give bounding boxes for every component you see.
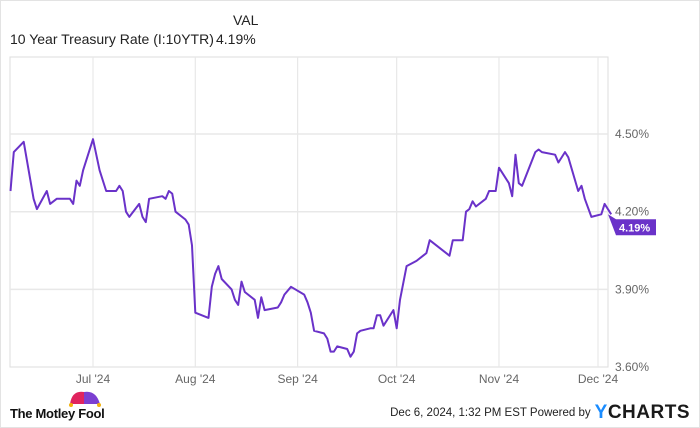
ycharts-logo: YCHARTS	[595, 402, 690, 424]
timestamp: Dec 6, 2024, 1:32 PM EST Powered by	[390, 407, 591, 419]
value-column-header: VAL	[233, 12, 259, 28]
last-value-flag	[608, 214, 656, 236]
y-tick-label: 4.20%	[615, 205, 649, 219]
x-tick-label: Jul '24	[76, 372, 111, 386]
x-tick-label: Nov '24	[479, 372, 520, 386]
x-tick-label: Dec '24	[578, 372, 619, 386]
y-tick-label: 3.60%	[615, 360, 649, 374]
x-tick-label: Sep '24	[277, 372, 318, 386]
y-tick-label: 4.50%	[615, 127, 649, 141]
motley-fool-logo: The Motley Fool	[10, 391, 105, 421]
series-line-10y-treasury	[9, 138, 613, 358]
jester-hat-icon	[69, 391, 101, 407]
brand-name: The Motley Fool	[10, 406, 105, 421]
ycharts-y-mark: Y	[594, 402, 608, 423]
footer-attribution: Dec 6, 2024, 1:32 PM EST Powered by YCHA…	[390, 400, 690, 426]
series-legend-value: 4.19%	[216, 31, 256, 47]
y-tick-label: 3.90%	[615, 282, 649, 296]
series-legend-name: 10 Year Treasury Rate (I:10YTR)	[10, 31, 214, 47]
ycharts-rest: CHARTS	[607, 402, 690, 423]
x-tick-label: Oct '24	[378, 372, 416, 386]
last-value-label: 4.19%	[619, 222, 650, 234]
x-tick-label: Aug '24	[175, 372, 216, 386]
